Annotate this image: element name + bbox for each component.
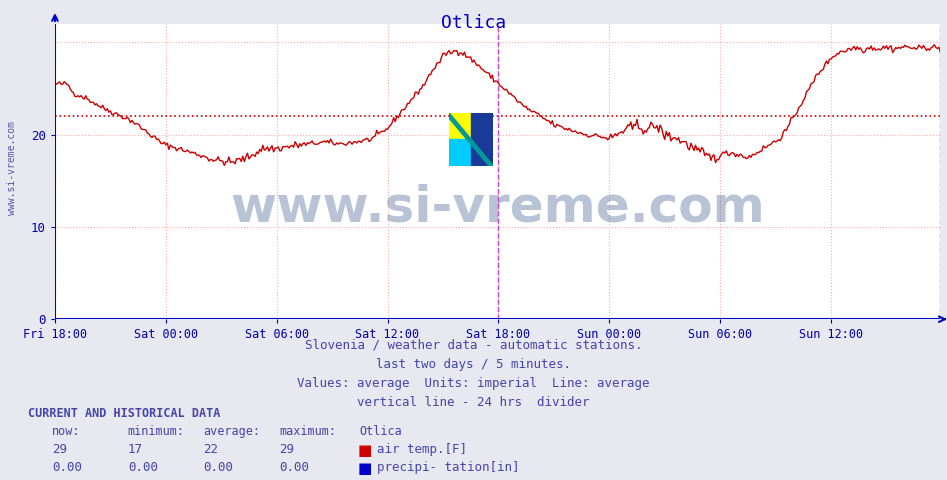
Text: 17: 17 [128,443,143,456]
Text: minimum:: minimum: [128,425,185,438]
Text: CURRENT AND HISTORICAL DATA: CURRENT AND HISTORICAL DATA [28,407,221,420]
Text: Otlica: Otlica [441,14,506,33]
Text: average:: average: [204,425,260,438]
Text: Otlica: Otlica [360,425,402,438]
Text: now:: now: [52,425,80,438]
Text: 22: 22 [204,443,219,456]
Text: 29: 29 [279,443,295,456]
Text: ■: ■ [358,461,372,476]
Text: www.si-vreme.com: www.si-vreme.com [230,183,765,231]
Text: 0.00: 0.00 [128,461,158,474]
Text: 29: 29 [52,443,67,456]
Text: 0.00: 0.00 [204,461,234,474]
Text: ■: ■ [358,443,372,458]
Text: vertical line - 24 hrs  divider: vertical line - 24 hrs divider [357,396,590,409]
Text: air temp.[F]: air temp.[F] [377,443,467,456]
Text: Slovenia / weather data - automatic stations.: Slovenia / weather data - automatic stat… [305,338,642,351]
Text: precipi- tation[in]: precipi- tation[in] [377,461,519,474]
Text: www.si-vreme.com: www.si-vreme.com [8,121,17,215]
Text: last two days / 5 minutes.: last two days / 5 minutes. [376,358,571,371]
Text: Values: average  Units: imperial  Line: average: Values: average Units: imperial Line: av… [297,377,650,390]
Text: 0.00: 0.00 [52,461,82,474]
Text: maximum:: maximum: [279,425,336,438]
Text: 0.00: 0.00 [279,461,310,474]
